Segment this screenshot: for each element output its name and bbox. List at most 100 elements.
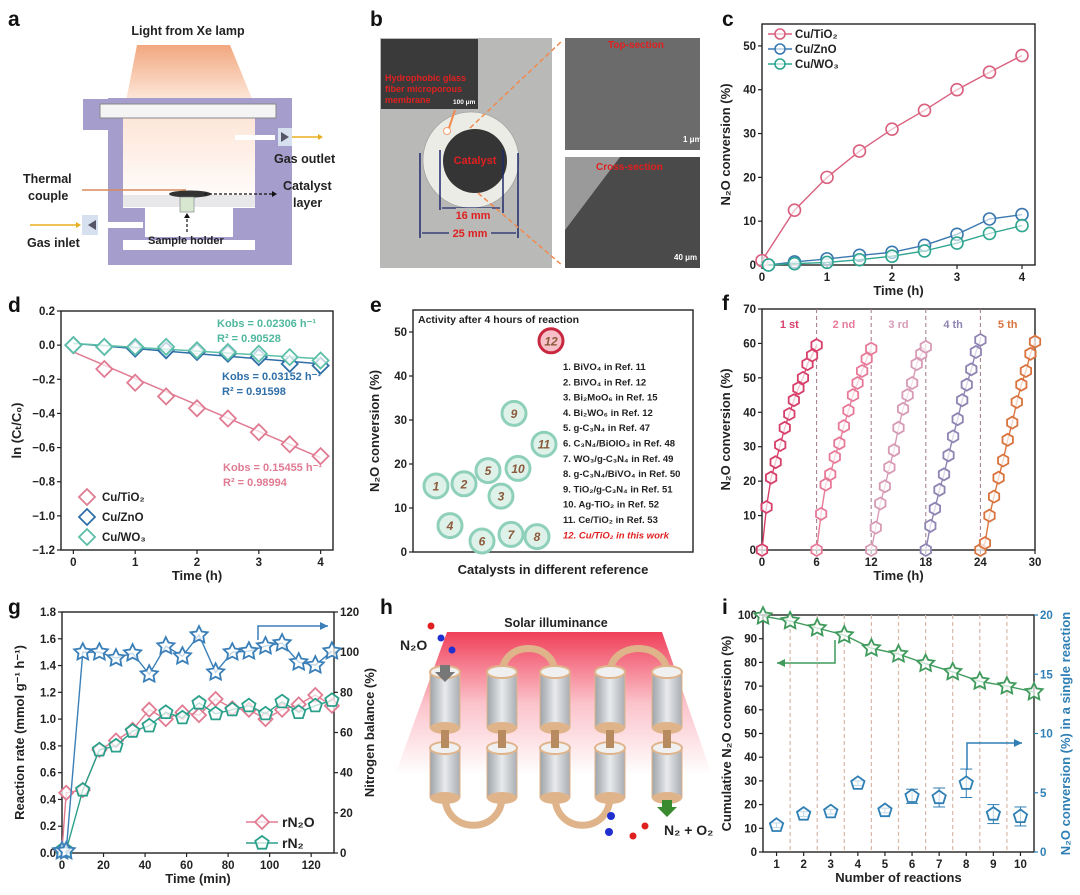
d-data-point (311, 446, 330, 466)
i-data-point (806, 616, 828, 637)
d-data-point (311, 351, 330, 370)
f-data-point (937, 467, 951, 482)
n2o-input-label: N₂O (400, 637, 427, 653)
c-y-tick-label: 50 (743, 41, 756, 53)
g-y-tick-label: 0.0 (40, 848, 56, 860)
g-y2-tick-label: 100 (340, 647, 359, 659)
c-legend-label: Cu/WO₃ (795, 59, 839, 71)
f-cycle-label: 4 th (943, 319, 963, 331)
tube-bottom-cap (540, 792, 570, 804)
tube-connector-arc (498, 645, 559, 675)
i-data-point (768, 817, 785, 832)
cross-scale-label: 40 μm (674, 253, 697, 262)
tube-joint (663, 730, 671, 748)
f-data-point (919, 542, 932, 558)
g-data-point (241, 697, 257, 713)
inner-label-bg (456, 208, 492, 222)
g-data-point (274, 693, 290, 709)
d-y-tick-label: −0.6 (32, 443, 55, 455)
e-y-tick-label: 10 (394, 503, 407, 515)
i-data-point (850, 775, 866, 790)
c-data-point (950, 82, 964, 97)
f-cycle-label: 5 th (998, 319, 1018, 331)
g-y-tick-label: 1.0 (40, 714, 56, 726)
c-y-tick-label: 10 (743, 216, 756, 228)
panel-letter-c: c (722, 8, 734, 31)
n2-molecule-icon (605, 828, 613, 836)
i-data-point (887, 643, 910, 664)
i-y-tick-label: 50 (744, 729, 757, 741)
g-y2-tick-label: 120 (340, 607, 359, 619)
inset-label-3: membrane (385, 95, 431, 105)
quartz-window (99, 103, 277, 119)
g-y-tick-label: 0.4 (40, 794, 57, 806)
f-data-point (865, 341, 878, 356)
cross-section-background (565, 157, 620, 230)
e-legend-item: 2. BiVO₄ in Ref. 12 (563, 377, 646, 388)
f-x-tick-label: 30 (1029, 557, 1042, 569)
c-data-point (982, 65, 997, 79)
d-data-point (156, 387, 176, 406)
g-x-tick-label: 0 (59, 860, 65, 872)
i-data-point (996, 675, 1018, 696)
top-section-sem-image (565, 38, 700, 150)
c-plot-frame (761, 23, 1036, 266)
c-x-tick-label: 2 (889, 272, 895, 284)
g-data-point (257, 705, 274, 721)
tube-bottom-cap (487, 792, 517, 804)
tube-connector-arc (551, 795, 614, 829)
f-data-point (810, 542, 823, 558)
i-y2-tick-label: 15 (1040, 669, 1053, 681)
d-x-tick-label: 2 (194, 557, 200, 569)
o2-molecule-icon (641, 822, 649, 830)
d-kobs-annotation: Kobs = 0.15455 h⁻¹ (223, 462, 322, 474)
f-y-tick-label: 50 (743, 373, 756, 385)
f-data-point (828, 449, 841, 465)
e-legend-item: 8. g-C₃N₄/BiVO₄ in Ref. 50 (563, 469, 680, 480)
f-data-point (860, 351, 873, 366)
f-y-tick-label: 0 (750, 545, 756, 557)
f-data-point (846, 388, 860, 403)
panel-h-solar-reactor-diagram: Solar illuminance N₂O N₂ + O₂ (395, 616, 713, 840)
f-data-point (824, 467, 837, 482)
tube-joint (441, 730, 449, 748)
inlet-valve-icon (88, 220, 96, 230)
reactor-tube (594, 671, 626, 729)
panel-b-membrane-images: Hydrophobic glass fiber microporous memb… (380, 38, 702, 268)
d-y-tick-label: −0.8 (32, 477, 55, 489)
panel-letters: a b c d e f g h i (8, 8, 734, 619)
d-data-point (249, 344, 269, 363)
i-data-point (752, 605, 774, 626)
f-data-point (883, 460, 896, 475)
i-right-axis-arrow-head-icon (1014, 739, 1022, 747)
f-data-point (765, 470, 778, 485)
solar-illuminance-label: Solar illuminance (504, 616, 608, 630)
f-data-point (792, 381, 805, 396)
c-data-point (982, 226, 997, 241)
d-y-tick-label: −0.4 (32, 408, 55, 420)
d-data-point (95, 359, 114, 379)
e-legend-item: 5. g-C₃N₄ in Ref. 47 (563, 423, 650, 434)
thermal-couple-label-1: Thermal (23, 172, 72, 186)
g-x-tick-label: 120 (302, 860, 321, 872)
d-x-tick-label: 1 (132, 557, 139, 569)
inner-diameter-label: 16 mm (456, 210, 491, 222)
c-data-point (761, 258, 776, 272)
f-y-tick-label: 10 (743, 511, 756, 523)
c-x-tick-label: 3 (954, 272, 960, 284)
d-legend-marker (77, 487, 97, 507)
catalyst-label: Catalyst (454, 155, 497, 167)
i-y-tick-label: 0 (751, 847, 757, 859)
f-data-point (933, 482, 946, 497)
e-data-bubble (450, 470, 478, 498)
sample-holder-label: Sample holder (148, 235, 225, 247)
xe-lamp-light-beam (126, 45, 253, 101)
i-x-tick-label: 9 (990, 859, 996, 871)
e-legend-item: 6. C₃N₄/BiOIO₃ in Ref. 48 (563, 439, 675, 450)
g-data-point (105, 647, 127, 668)
base-slot (123, 240, 255, 250)
catalyst-disc (443, 129, 507, 193)
i-y2-tick-label: 0 (1040, 847, 1046, 859)
i-y-tick-label: 40 (744, 752, 757, 764)
